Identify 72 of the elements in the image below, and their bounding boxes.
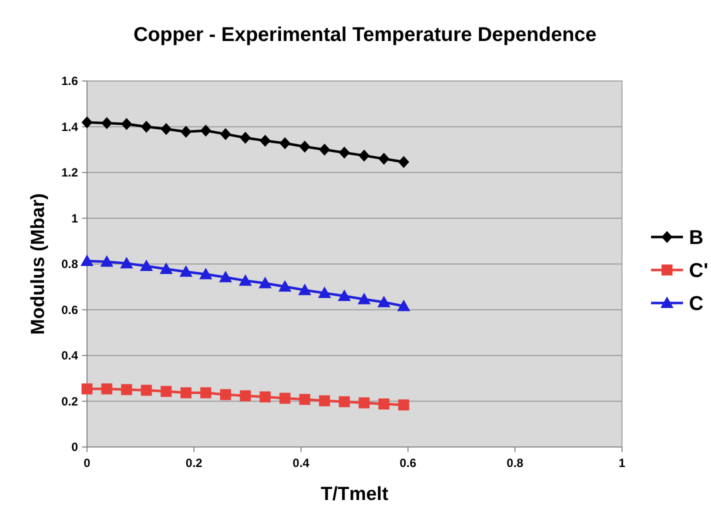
y-tick-label: 1 (71, 211, 78, 226)
point (397, 300, 410, 312)
y-tick-label: 0.8 (61, 257, 78, 272)
legend-label: C' (689, 260, 708, 282)
point (260, 134, 271, 147)
point (219, 270, 232, 282)
point (279, 137, 290, 150)
chart-title: Copper - Experimental Temperature Dependence (133, 24, 597, 46)
point (199, 268, 212, 280)
point (299, 394, 310, 405)
point (140, 384, 152, 396)
legend-label: B (689, 227, 704, 249)
point (101, 383, 112, 394)
point (299, 140, 310, 153)
point (398, 156, 410, 168)
point (338, 290, 351, 302)
point (80, 254, 94, 266)
point (260, 391, 271, 402)
y-tick-label: 0.2 (61, 394, 78, 408)
y-axis-title: Modulus (Mbar) (28, 193, 49, 335)
y-tick-label: 1.2 (61, 166, 78, 180)
x-tick-label: 0 (84, 456, 91, 470)
point (180, 126, 192, 138)
point (398, 399, 410, 410)
point (121, 118, 132, 130)
x-axis-title: T/Tmelt (320, 484, 389, 505)
point (358, 397, 370, 408)
point (220, 128, 232, 140)
point (319, 144, 330, 156)
x-tick-label: 0.4 (292, 456, 310, 470)
point (298, 284, 312, 296)
point (240, 390, 251, 402)
point (278, 280, 292, 292)
point (140, 260, 153, 272)
x-tick-label: 0.8 (506, 456, 524, 470)
legend-label: C (689, 293, 704, 315)
point (318, 286, 332, 298)
point (319, 395, 330, 406)
point (240, 132, 251, 144)
point (140, 120, 152, 133)
point (160, 386, 172, 397)
x-tick-label: 0.6 (400, 456, 417, 470)
point (120, 256, 134, 268)
point (220, 389, 232, 400)
y-tick-label: 1.6 (61, 74, 78, 88)
point (180, 387, 192, 398)
point (160, 123, 172, 136)
point (358, 150, 370, 162)
point (200, 124, 212, 137)
point (121, 384, 132, 396)
point (238, 274, 252, 286)
point (82, 116, 92, 128)
x-tick-label: 1 (618, 456, 626, 470)
point (100, 255, 114, 267)
y-tick-label: 0.4 (61, 348, 78, 363)
point (200, 387, 212, 398)
point (378, 398, 390, 410)
point (378, 152, 390, 165)
y-tick-label: 0 (71, 440, 78, 454)
point (358, 292, 371, 304)
point (258, 276, 272, 288)
y-tick-label: 0.6 (61, 302, 78, 317)
point (101, 117, 112, 130)
x-tick-label: 0.2 (186, 456, 203, 470)
point (377, 296, 390, 308)
point (338, 396, 350, 408)
y-tick-label: 1.4 (61, 120, 78, 134)
point (338, 146, 350, 159)
point (82, 383, 92, 394)
point (160, 262, 173, 274)
point (179, 265, 192, 277)
point (279, 392, 290, 404)
